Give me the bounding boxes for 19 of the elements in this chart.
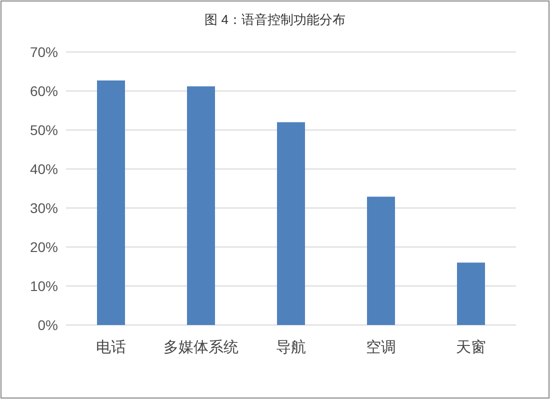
bar (277, 122, 305, 325)
x-tick-label: 导航 (276, 339, 306, 356)
x-tick-label: 电话 (96, 339, 126, 356)
x-tick-label: 空调 (366, 339, 396, 356)
y-tick-label: 0% (38, 317, 58, 333)
y-tick-label: 70% (30, 44, 58, 60)
y-tick-label: 60% (30, 83, 58, 99)
bar (457, 262, 485, 325)
y-tick-label: 50% (30, 122, 58, 138)
y-tick-label: 40% (30, 161, 58, 177)
bar (187, 86, 215, 325)
y-tick-label: 30% (30, 200, 58, 216)
y-tick-label: 20% (30, 239, 58, 255)
chart-title: 图 4：语音控制功能分布 (204, 12, 346, 27)
x-tick-label: 天窗 (456, 339, 486, 356)
bar (367, 196, 395, 325)
bar (97, 80, 125, 325)
y-tick-label: 10% (30, 278, 58, 294)
x-tick-label: 多媒体系统 (164, 339, 238, 356)
